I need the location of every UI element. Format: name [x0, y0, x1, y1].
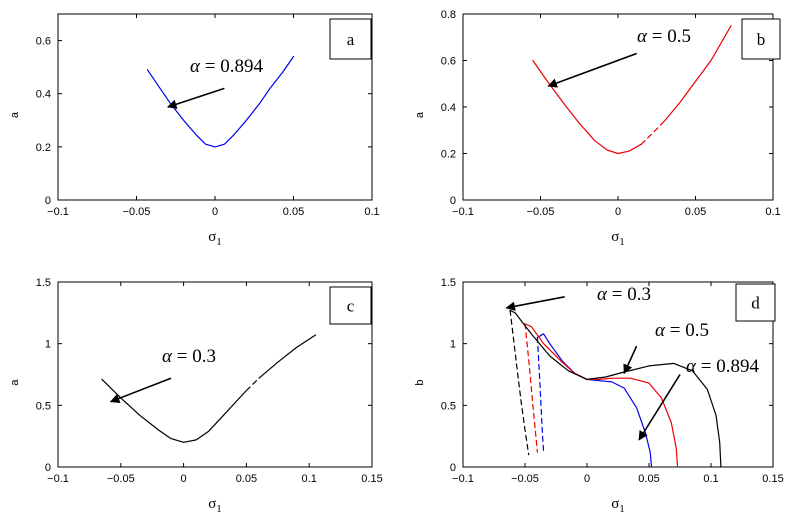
annotation-arrow [166, 87, 225, 109]
series-line-2 [640, 120, 666, 145]
series-line-4 [524, 323, 539, 453]
x-axis-label: σ1 [611, 229, 625, 248]
series-line-1 [532, 59, 642, 155]
plot-frame [462, 281, 774, 468]
chart-panel-c: −0.1 −0.05 0 0.05 0.1 0.15 0 0.5 1 1.5 σ1 a c α = 0.3 [9, 277, 383, 515]
panel-letter: b [757, 30, 766, 49]
series-line-3 [663, 25, 732, 122]
y-tick-label: 0.8 [441, 9, 456, 21]
panel-letter-box [741, 18, 781, 60]
x-tick-label: 0.1 [364, 206, 379, 218]
y-tick-label: 0.4 [36, 89, 51, 101]
annotation-label: α = 0.3 [597, 284, 651, 305]
annotation-arrow [505, 296, 565, 311]
x-tick-label: 0.1 [703, 473, 718, 485]
x-tick-label: −0.05 [107, 473, 135, 485]
y-tick-label: 0 [450, 195, 456, 207]
x-tick-label: −0.1 [452, 473, 474, 485]
x-axis-label: σ1 [611, 496, 625, 515]
annotation-arrow [623, 345, 638, 375]
series-line-2 [536, 336, 545, 453]
x-tick-label: 0.05 [236, 473, 257, 485]
plot-frame [57, 281, 373, 468]
x-tick-label: −0.1 [47, 473, 69, 485]
x-tick-label: −0.05 [511, 473, 539, 485]
y-tick-label: 0 [45, 195, 51, 207]
x-tick-label: −0.1 [47, 206, 69, 218]
chart-panel-b: −0.1 −0.05 0 0.05 0.1 0 0.2 0.4 0.6 0.8 σ1 a b α = 0.… [414, 9, 781, 248]
panel-letter: d [751, 294, 760, 313]
panel-letter-box [735, 283, 776, 322]
y-tick-label: 0.5 [36, 400, 51, 412]
x-tick-label: 0.1 [765, 206, 780, 218]
annotation-arrow [547, 52, 637, 88]
x-tick-label: 0 [615, 206, 621, 218]
y-axis-label: a [414, 111, 426, 118]
y-tick-label: 1 [45, 339, 51, 351]
x-tick-label: −0.05 [123, 206, 151, 218]
x-tick-label: 0 [212, 206, 218, 218]
y-tick-label: 1.5 [36, 277, 51, 289]
y-tick-label: 1 [450, 339, 456, 351]
panel-letter-box [329, 286, 372, 325]
x-axis-label: σ1 [208, 496, 222, 515]
annotation-arrow [109, 377, 172, 403]
x-tick-label: 0 [181, 473, 187, 485]
x-tick-label: 0.05 [685, 206, 706, 218]
series-line-2 [245, 377, 260, 392]
y-tick-label: 0.4 [441, 102, 456, 114]
panel-letter-box [329, 18, 372, 60]
annotation-label: α = 0.894 [190, 56, 263, 77]
y-tick-label: 0.5 [441, 400, 456, 412]
x-tick-label: 0 [584, 473, 590, 485]
series-line-3 [524, 323, 679, 468]
chart-panel-d: −0.1 −0.05 0 0.05 0.1 0.15 0 0.5 1 1.5 σ1 b d α = 0.3… [414, 277, 784, 515]
x-tick-label: −0.05 [527, 206, 555, 218]
x-tick-label: 0.15 [762, 473, 783, 485]
y-tick-label: 1.5 [441, 277, 456, 289]
series-line-6 [509, 309, 530, 456]
series-line-1 [101, 378, 247, 443]
y-tick-label: 0.2 [36, 142, 51, 154]
x-axis-label: σ1 [208, 229, 222, 248]
annotation-label: α = 0.5 [655, 320, 709, 341]
y-tick-label: 0.6 [441, 56, 456, 68]
y-axis-label: b [414, 379, 426, 385]
y-tick-label: 0 [450, 462, 456, 474]
series-line-3 [258, 334, 317, 379]
annotation-arrow [638, 374, 681, 441]
annotation-label: α = 0.894 [686, 356, 759, 377]
y-tick-label: 0 [45, 462, 51, 474]
annotation-label: α = 0.3 [162, 346, 216, 367]
x-tick-label: 0.05 [638, 473, 659, 485]
plot-frame [57, 13, 373, 201]
annotation-label: α = 0.5 [637, 26, 691, 47]
y-tick-label: 0.6 [36, 36, 51, 48]
x-tick-label: 0.1 [302, 473, 317, 485]
y-axis-label: a [9, 111, 21, 118]
panel-letter: c [347, 297, 355, 316]
y-tick-label: 0.2 [441, 149, 456, 161]
panel-letter: a [347, 30, 355, 49]
x-tick-label: 0.15 [361, 473, 382, 485]
chart-panel-a: −0.1 −0.05 0 0.05 0.1 0 0.2 0.4 0.6 σ1 a a α = 0.894 [9, 13, 380, 248]
x-tick-label: 0.05 [283, 206, 304, 218]
plot-frame [462, 13, 774, 201]
x-tick-label: −0.1 [452, 206, 474, 218]
y-axis-label: a [9, 379, 21, 386]
